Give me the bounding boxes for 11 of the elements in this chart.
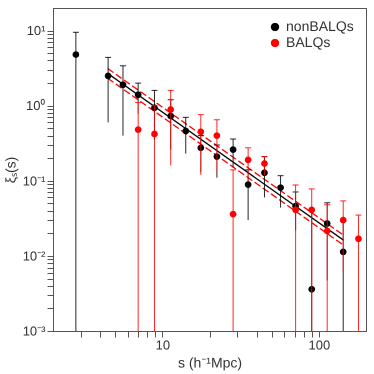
y-axis-title: ξₛ(s) bbox=[2, 156, 19, 184]
y-tick-label: 10⁻² bbox=[22, 248, 46, 264]
y-tick-label: 10¹ bbox=[26, 23, 46, 38]
y-tick-label: 10⁻³ bbox=[22, 324, 46, 338]
legend-label: nonBALQs bbox=[286, 18, 354, 34]
x-tick-label: 10 bbox=[156, 338, 170, 352]
x-axis-title: s (h⁻¹Mpc) bbox=[178, 354, 242, 370]
legend-label: BALQs bbox=[286, 34, 330, 50]
y-tick-label: 10⁰ bbox=[26, 98, 46, 114]
y-tick-label: 10⁻¹ bbox=[22, 173, 46, 188]
x-tick-label: 100 bbox=[308, 338, 330, 352]
